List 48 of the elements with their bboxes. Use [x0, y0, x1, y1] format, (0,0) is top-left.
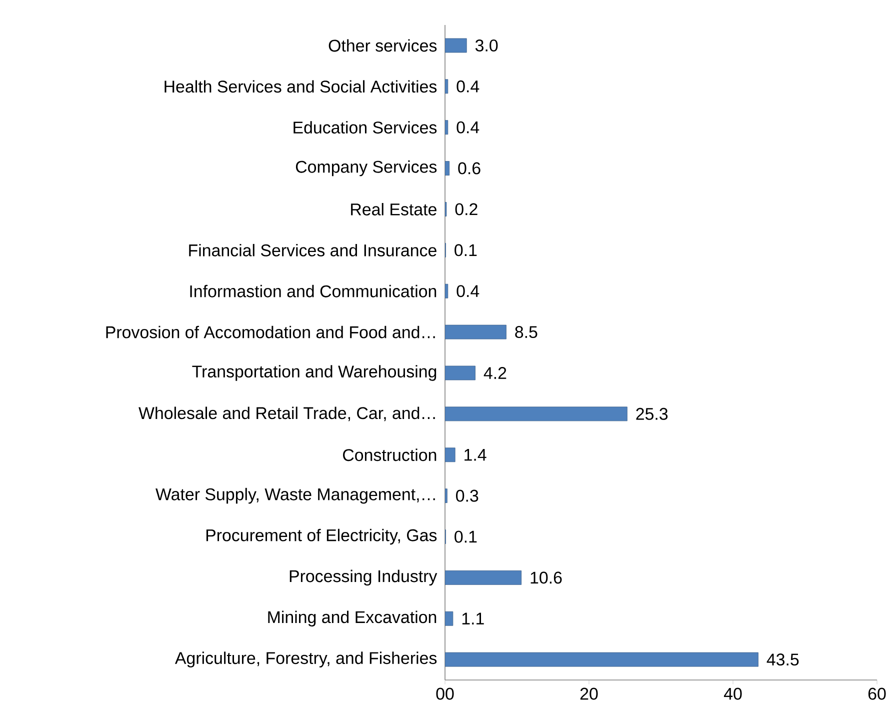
y-tick-label: Financial Services and Insurance: [189, 244, 436, 256]
data-label: 0.3: [456, 490, 478, 502]
bar: [445, 324, 506, 340]
data-label: 43.5: [766, 654, 799, 666]
bar: [445, 161, 450, 176]
data-label: 0.4: [456, 80, 480, 92]
x-tick-label: 00: [436, 688, 454, 700]
data-label: 10.6: [530, 572, 562, 584]
y-tick-label: Water Supply, Waste Management,…: [156, 488, 435, 504]
data-label: 8.5: [515, 326, 538, 338]
y-tick-label: Other services: [328, 39, 437, 52]
y-tick-label: Informastion and Communication: [190, 284, 436, 298]
data-label: 25.3: [636, 408, 668, 420]
x-tick-label: 60: [868, 688, 886, 700]
y-tick-label: Company Services: [296, 160, 437, 176]
data-label: 4.2: [484, 367, 506, 379]
y-tick-label: Procurement of Electricity, Gas: [206, 528, 437, 545]
bar: [445, 652, 758, 667]
y-tick-label: Agriculture, Forestry, and Fisheries: [174, 652, 437, 668]
bar: [445, 79, 448, 94]
bar: [445, 120, 448, 135]
data-label: 0.2: [455, 203, 478, 216]
bar: [445, 611, 454, 626]
data-label: 3.0: [475, 39, 498, 52]
data-label: 0.1: [454, 530, 477, 543]
y-tick-label: Education Services: [294, 121, 437, 134]
data-label: 0.1: [454, 244, 477, 256]
x-tick-label: 20: [580, 688, 598, 700]
bar: [445, 284, 448, 298]
bar: [445, 406, 628, 422]
y-tick-label: Mining and Excavation: [268, 610, 436, 626]
bar: [445, 366, 476, 380]
bar: [445, 38, 467, 53]
bar: [445, 570, 522, 585]
y-tick-label: Processing Industry: [290, 570, 438, 586]
x-tick-label: 40: [724, 688, 742, 700]
y-tick-label: Health Services and Social Activities: [164, 80, 437, 93]
data-label: 1.4: [464, 449, 486, 461]
data-label: 0.6: [458, 162, 480, 174]
data-label: 0.4: [456, 121, 480, 134]
y-tick-label: Transportation and Warehousing: [192, 365, 436, 381]
data-label: 0.4: [456, 285, 480, 298]
y-tick-label: Wholesale and Retail Trade, Car, and…: [138, 406, 435, 422]
data-label: 1.1: [462, 612, 484, 624]
y-tick-label: Real Estate: [351, 203, 436, 216]
y-tick-label: Construction: [343, 448, 436, 462]
bar: [445, 448, 456, 462]
y-tick-label: Provosion of Accomodation and Food and…: [106, 326, 435, 338]
